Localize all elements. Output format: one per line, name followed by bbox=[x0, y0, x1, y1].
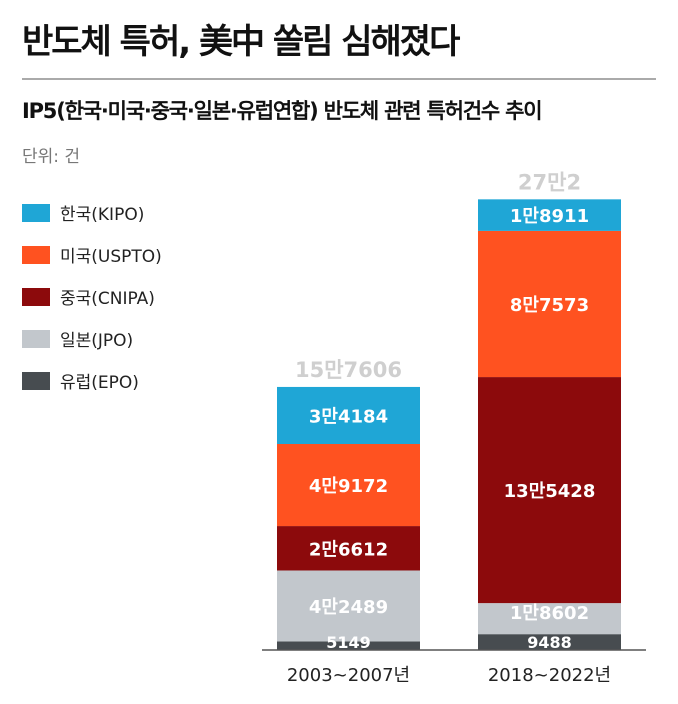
data-label: 5149 bbox=[326, 633, 371, 652]
legend-swatch bbox=[22, 246, 50, 264]
bar-segment bbox=[277, 641, 420, 650]
legend-swatch bbox=[22, 372, 50, 390]
data-label: 1만8602 bbox=[510, 603, 589, 624]
legend-swatch bbox=[22, 330, 50, 348]
x-tick-label: 2018~2022년 bbox=[488, 665, 611, 686]
bar-segment bbox=[277, 570, 420, 642]
total-label: 15만7606 bbox=[295, 358, 402, 382]
legend-swatch bbox=[22, 288, 50, 306]
data-label: 2만6612 bbox=[309, 539, 388, 560]
page-title: 반도체 특허, 美中 쏠림 심해졌다 bbox=[22, 22, 460, 62]
bar-segment bbox=[478, 377, 621, 604]
bar-segment bbox=[478, 199, 621, 231]
unit-label: 단위: 건 bbox=[22, 147, 81, 167]
total-label: 27만2 bbox=[518, 170, 581, 194]
data-label: 4만2489 bbox=[309, 597, 388, 618]
legend-swatch bbox=[22, 204, 50, 222]
legend-label: 일본(JPO) bbox=[60, 331, 133, 351]
bar-segment bbox=[478, 603, 621, 635]
data-label: 9488 bbox=[527, 633, 572, 652]
bar-segment bbox=[277, 526, 420, 571]
data-label: 4만9172 bbox=[309, 476, 388, 497]
data-label: 1만8911 bbox=[510, 206, 589, 227]
bar-segment bbox=[478, 634, 621, 650]
data-label: 8만7573 bbox=[510, 295, 589, 316]
legend-label: 한국(KIPO) bbox=[60, 205, 144, 225]
legend-label: 유럽(EPO) bbox=[60, 373, 139, 393]
legend-label: 미국(USPTO) bbox=[60, 247, 162, 267]
x-tick-label: 2003~2007년 bbox=[287, 665, 410, 686]
bar-segment bbox=[277, 386, 420, 444]
legend-label: 중국(CNIPA) bbox=[60, 289, 155, 309]
bar-segment bbox=[277, 443, 420, 527]
chart-subtitle: IP5(한국·미국·중국·일본·유럽연합) 반도체 관련 특허건수 추이 bbox=[22, 99, 543, 123]
data-label: 13만5428 bbox=[504, 481, 596, 502]
bar-segment bbox=[478, 230, 621, 378]
data-label: 3만4184 bbox=[309, 406, 388, 427]
title-divider bbox=[22, 78, 656, 80]
